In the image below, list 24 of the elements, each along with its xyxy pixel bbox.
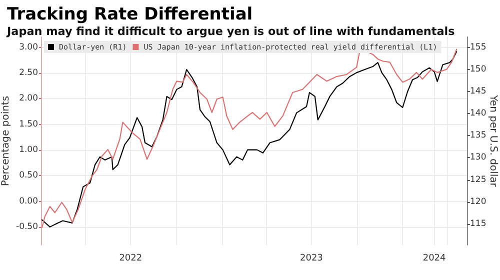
y2-axis-title: Yen per U.S. dollar xyxy=(488,94,498,188)
y-tick-label: 1.00 xyxy=(19,144,38,155)
chart-subtitle: Japan may find it difficult to argue yen is out of line with fundamentals xyxy=(6,25,456,38)
y2-tick-label: 130 xyxy=(470,152,486,163)
y-axis-title: Percentage points xyxy=(0,96,12,186)
y-tick-label: -0.50 xyxy=(16,222,38,232)
y2-tick-label: 135 xyxy=(470,130,486,141)
y2-tick-label: 140 xyxy=(470,108,486,119)
y2-tick-label: 145 xyxy=(470,86,486,97)
chart-title: Tracking Rate Differential xyxy=(7,4,253,24)
x-tick-label: 2024 xyxy=(422,254,446,264)
x-tick-label: 2023 xyxy=(300,254,323,264)
y-tick-label: 2.50 xyxy=(19,68,38,78)
y-tick-label: 0.00 xyxy=(19,196,38,206)
y2-tick-label: 155 xyxy=(470,42,486,53)
x-tick-label: 2022 xyxy=(119,254,142,264)
y-tick-label: 2.00 xyxy=(19,94,38,104)
y-tick-label: 0.50 xyxy=(19,170,38,181)
y-tick-label: 1.50 xyxy=(19,119,38,130)
y2-tick-label: 115 xyxy=(470,218,486,229)
y-tick-label: 3.00 xyxy=(19,42,38,52)
y2-tick-label: 150 xyxy=(470,64,486,75)
y2-tick-label: 125 xyxy=(470,174,486,185)
y2-tick-label: 120 xyxy=(470,196,486,207)
